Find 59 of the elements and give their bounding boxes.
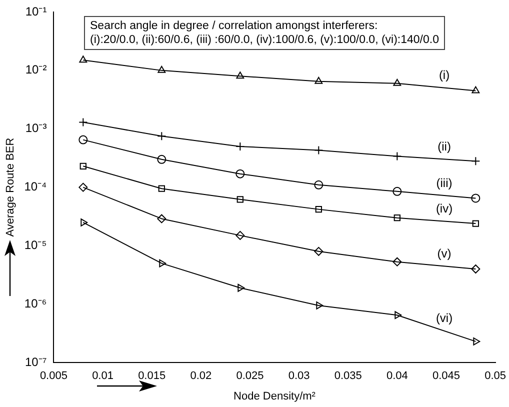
point <box>314 246 324 256</box>
point <box>471 194 480 203</box>
point <box>80 162 86 170</box>
y-tick-label: 10⁻⁴ <box>24 180 47 194</box>
y-tick-label: 10⁻⁵ <box>24 238 47 252</box>
x-tick-label: 0.04 <box>386 370 408 382</box>
point <box>159 259 166 268</box>
point <box>472 220 479 227</box>
x-tick-label: 0.005 <box>40 370 68 382</box>
point <box>157 214 166 224</box>
point <box>393 78 402 86</box>
x-tick-label: 0.045 <box>432 370 460 382</box>
point <box>236 72 244 79</box>
series-label: (iii) <box>436 176 452 190</box>
point <box>394 214 400 222</box>
point <box>316 302 324 310</box>
x-tick-label: 0.015 <box>138 370 166 382</box>
y-tick-label: 10⁻¹ <box>25 4 47 18</box>
point <box>158 185 165 192</box>
point <box>236 169 245 178</box>
point <box>472 86 480 94</box>
series-label: (i) <box>438 68 450 82</box>
x-tick-label: 0.025 <box>236 370 264 382</box>
point <box>236 230 245 240</box>
point <box>392 186 402 196</box>
point <box>315 206 322 213</box>
point <box>238 284 245 292</box>
point <box>157 154 166 164</box>
y-tick-label: 10⁻⁶ <box>24 296 47 310</box>
point <box>78 118 88 127</box>
annotation: (i):20/0.0, (ii):60/0.6, (iii) :60/0.0, (iv):100/0.6, (v):100/0.0, (vi):140/0.0 <box>90 33 439 47</box>
x-tick-label: 0.01 <box>92 370 114 382</box>
series-label: (iv) <box>436 202 453 216</box>
series-label: (ii) <box>438 140 451 154</box>
point <box>79 56 88 63</box>
series-label: (v) <box>437 246 452 260</box>
point <box>392 257 402 266</box>
annotation: Search angle in degree / correlation amongst interferers: <box>90 19 379 33</box>
y-tick-label: 10⁻³ <box>25 121 47 136</box>
point <box>80 218 88 226</box>
point <box>78 182 88 192</box>
y-tick-label: 10⁻⁷ <box>25 354 47 369</box>
y-tick-label: 10⁻² <box>25 62 47 77</box>
point <box>236 196 244 203</box>
point <box>394 311 402 320</box>
point <box>78 135 88 144</box>
point <box>314 76 323 84</box>
x-axis-title: Node Density/m² <box>234 390 316 402</box>
x-tick-label: 0.03 <box>288 370 310 382</box>
point <box>473 338 480 346</box>
point <box>158 66 166 73</box>
x-tick-label: 0.02 <box>190 370 212 382</box>
point <box>471 156 480 166</box>
x-tick-label: 0.05 <box>484 370 506 382</box>
series-label: (vi) <box>436 311 453 326</box>
y-axis-title: Average Route BER <box>4 138 17 237</box>
x-tick-label: 0.035 <box>334 370 362 382</box>
point <box>314 180 324 190</box>
point <box>471 264 480 274</box>
